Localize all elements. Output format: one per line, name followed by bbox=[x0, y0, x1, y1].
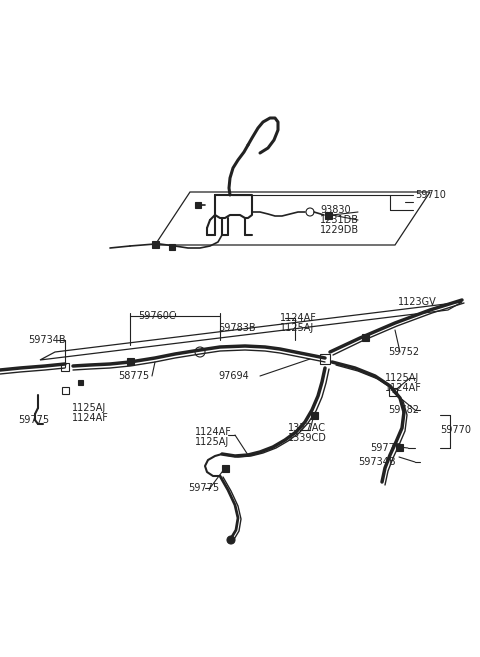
Text: 59770: 59770 bbox=[440, 425, 471, 435]
Text: 97694: 97694 bbox=[218, 371, 249, 381]
Text: 1124AF: 1124AF bbox=[195, 427, 232, 437]
Text: 1125AJ: 1125AJ bbox=[195, 437, 229, 447]
Circle shape bbox=[227, 536, 235, 544]
Text: 59782: 59782 bbox=[388, 405, 419, 415]
Text: 1124AF: 1124AF bbox=[72, 413, 109, 423]
Circle shape bbox=[306, 208, 314, 216]
Bar bbox=[61, 386, 69, 394]
Text: 1124AF: 1124AF bbox=[385, 383, 422, 393]
Bar bbox=[389, 388, 397, 396]
Bar bbox=[77, 380, 83, 384]
Text: 1229DB: 1229DB bbox=[320, 225, 359, 235]
Text: 1125AJ: 1125AJ bbox=[385, 373, 419, 383]
Text: 1231DB: 1231DB bbox=[320, 215, 359, 225]
Text: 1124AF: 1124AF bbox=[280, 313, 317, 323]
Bar bbox=[195, 202, 201, 208]
Bar bbox=[169, 244, 175, 250]
Bar bbox=[221, 464, 228, 472]
Text: 59760C: 59760C bbox=[138, 311, 176, 321]
Text: 1327AC: 1327AC bbox=[288, 423, 326, 433]
Text: 59710: 59710 bbox=[415, 190, 446, 200]
Text: 1123GV: 1123GV bbox=[398, 297, 437, 307]
Text: 59734B: 59734B bbox=[358, 457, 396, 467]
Bar bbox=[61, 363, 69, 371]
Bar bbox=[152, 240, 158, 248]
Text: 59777: 59777 bbox=[370, 443, 401, 453]
Bar bbox=[311, 411, 317, 419]
Bar bbox=[361, 334, 369, 340]
Bar bbox=[324, 212, 332, 219]
Text: 93830: 93830 bbox=[320, 205, 350, 215]
Text: 59775: 59775 bbox=[188, 483, 219, 493]
Circle shape bbox=[195, 347, 205, 357]
Text: 59752: 59752 bbox=[388, 347, 419, 357]
Bar bbox=[320, 354, 330, 364]
Text: 58775: 58775 bbox=[118, 371, 149, 381]
Text: 1125AJ: 1125AJ bbox=[280, 323, 314, 333]
Bar bbox=[127, 357, 133, 365]
Text: 59775: 59775 bbox=[18, 415, 49, 425]
Text: 59734B: 59734B bbox=[28, 335, 66, 345]
Bar bbox=[396, 443, 403, 451]
Text: 59783B: 59783B bbox=[218, 323, 256, 333]
Text: 1339CD: 1339CD bbox=[288, 433, 327, 443]
Text: 1125AJ: 1125AJ bbox=[72, 403, 106, 413]
